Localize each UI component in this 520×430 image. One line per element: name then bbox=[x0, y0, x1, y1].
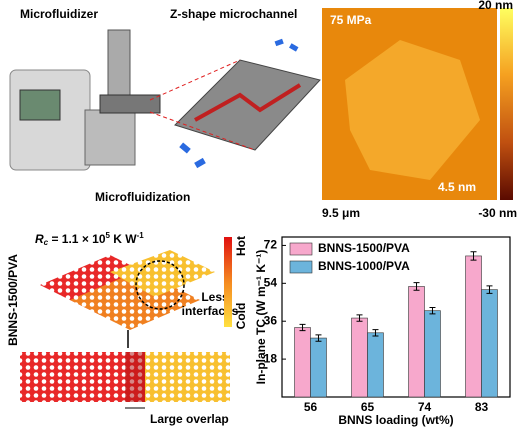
machine-base bbox=[84, 109, 136, 166]
label: R bbox=[35, 232, 44, 246]
error-bar bbox=[315, 334, 322, 342]
y-tick-label: 36 bbox=[264, 313, 278, 327]
label: BNNS-1500/PVA bbox=[6, 254, 20, 346]
error-bar bbox=[429, 307, 436, 315]
x-tick-label: 74 bbox=[418, 400, 432, 414]
label: c bbox=[44, 238, 49, 247]
bar bbox=[424, 310, 441, 398]
color-bar bbox=[500, 8, 513, 200]
machine-screen bbox=[19, 89, 61, 121]
rc-label: Rc = 1.1 × 105 K W-1 bbox=[35, 231, 144, 247]
flake bbox=[274, 38, 284, 47]
layer bbox=[110, 250, 215, 297]
error-bar bbox=[299, 323, 306, 332]
bar bbox=[351, 317, 368, 398]
x-tick-label: 83 bbox=[475, 400, 489, 414]
error-bar bbox=[470, 251, 477, 261]
color-bar bbox=[224, 237, 232, 327]
x-tick-label: 65 bbox=[361, 400, 375, 414]
bar bbox=[465, 255, 482, 398]
label: 9.5 μm bbox=[322, 206, 360, 220]
label: 75 MPa bbox=[330, 13, 372, 27]
legend-swatch bbox=[289, 260, 313, 274]
guide-line bbox=[149, 59, 241, 101]
label: Microfluidizer bbox=[20, 7, 98, 21]
error-bar bbox=[486, 285, 493, 294]
label: Less bbox=[201, 290, 229, 304]
lattice bbox=[20, 352, 145, 402]
bar bbox=[310, 337, 327, 398]
bar bbox=[481, 289, 498, 398]
bar bbox=[408, 286, 425, 398]
x-axis-label: BNNS loading (wt%) bbox=[338, 413, 453, 427]
legend-label: BNNS-1500/PVA bbox=[318, 241, 410, 255]
highlight bbox=[135, 260, 185, 310]
label: = 1.1 × 10 bbox=[48, 232, 106, 246]
label: Cold bbox=[234, 303, 248, 330]
flake bbox=[289, 43, 299, 52]
label: Microfluidization bbox=[95, 190, 190, 204]
label: Z-shape microchannel bbox=[170, 7, 297, 21]
error-bar bbox=[356, 314, 363, 322]
y-tick-label: 54 bbox=[264, 275, 278, 289]
label: 4.5 nm bbox=[438, 180, 476, 194]
overlap bbox=[125, 352, 145, 402]
label: K W bbox=[110, 232, 137, 246]
y-tick-label: 72 bbox=[264, 238, 278, 252]
plot-frame bbox=[281, 236, 511, 398]
label: 5 bbox=[106, 231, 111, 240]
machine-valve bbox=[99, 94, 161, 114]
machine-column bbox=[107, 29, 131, 106]
microchannel-block bbox=[174, 59, 321, 151]
error-bar bbox=[413, 282, 420, 291]
error-bar bbox=[372, 329, 379, 337]
label: 20 nm bbox=[478, 0, 513, 12]
legend-swatch bbox=[289, 242, 313, 256]
afm-flake bbox=[345, 40, 480, 180]
label: -1 bbox=[137, 231, 145, 240]
flake bbox=[194, 157, 206, 169]
legend-label: BNNS-1000/PVA bbox=[318, 259, 410, 273]
flake bbox=[179, 142, 191, 154]
lattice bbox=[145, 352, 230, 402]
y-tick-label: 18 bbox=[264, 351, 278, 365]
label: -30 nm bbox=[478, 206, 517, 220]
label: Large overlap bbox=[150, 412, 229, 426]
x-tick-label: 56 bbox=[304, 400, 318, 414]
label: Hot bbox=[234, 236, 248, 256]
guide-line bbox=[149, 111, 256, 151]
microchannel-path bbox=[194, 83, 302, 122]
y-axis-label: In-plane TC (W m⁻¹ K⁻¹) bbox=[254, 250, 268, 385]
bar bbox=[367, 332, 384, 398]
bar bbox=[294, 327, 311, 398]
